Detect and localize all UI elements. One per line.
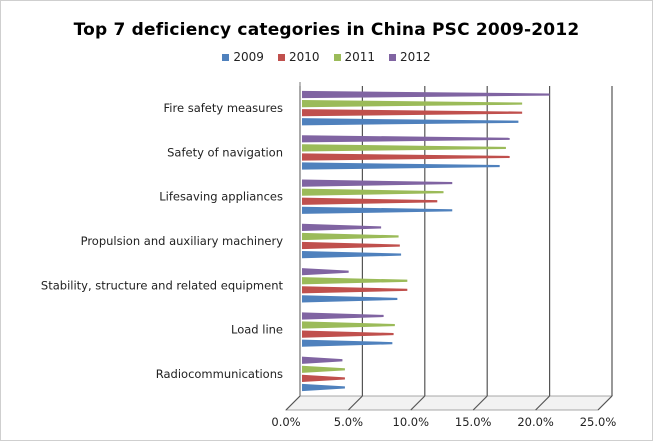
bar-2009-2 [302,206,453,214]
legend-label: 2012 [400,50,431,64]
legend-swatch [389,53,397,61]
bar-2010-6 [302,374,345,382]
bar-2010-1 [302,153,510,161]
bar-2010-0 [302,109,523,117]
bar-2011-3 [302,232,399,241]
bar-2011-0 [302,100,523,108]
legend-swatch [222,53,230,61]
gridline-depth [347,395,363,411]
x-tick-label: 20.0% [517,415,554,429]
bar-2012-0 [302,90,550,99]
x-tick-label: 0.0% [271,415,300,429]
category-label: Safety of navigation [167,145,283,159]
legend-label: 2009 [233,50,264,64]
gridline-depth [535,395,551,411]
legend-item-2009: 2009 [222,50,264,64]
bar-2009-3 [302,251,402,259]
bar-2009-1 [302,162,500,170]
gridline-depth [597,395,613,411]
bar-2011-5 [302,321,395,329]
bar-2010-4 [302,286,408,294]
legend-label: 2010 [288,50,320,64]
bar-2009-0 [302,118,519,126]
bar-2012-2 [302,179,453,187]
bar-2009-6 [302,383,345,392]
x-tick-label: 25.0% [580,415,617,429]
category-label: Load line [231,323,283,337]
bar-2012-6 [302,356,343,364]
category-label: Fire safety measures [164,101,283,115]
gridline-depth [472,395,488,411]
x-tick-label: 5.0% [334,415,363,429]
legend-item-2012: 2012 [389,50,431,64]
legend-swatch [277,53,285,61]
chart-legend: 2009 2010 2011 2012 [0,50,653,64]
bar-2009-4 [302,295,398,303]
bar-2011-6 [302,365,345,373]
bar-2012-4 [302,268,349,276]
category-label: Lifesaving appliances [159,190,283,204]
gridline-depth [285,395,301,411]
bar-2009-5 [302,339,393,347]
bar-2010-5 [302,330,394,338]
gridline-depth [410,395,426,411]
bar-2012-1 [302,135,510,143]
category-label: Radiocommunications [156,367,283,381]
bar-2011-1 [302,144,506,152]
legend-swatch [333,53,341,61]
bar-2012-5 [302,312,384,320]
chart-title: Top 7 deficiency categories in China PSC… [73,20,580,40]
legend-item-2010: 2010 [277,50,320,64]
bar-2010-3 [302,241,400,250]
category-label: Stability, structure and related equipme… [41,278,284,292]
bar-2012-3 [302,223,382,231]
bar-2011-4 [302,277,408,285]
x-tick-label: 15.0% [455,415,492,429]
chart-floor [285,395,613,411]
legend-label: 2011 [344,50,376,64]
legend-item-2011: 2011 [333,50,376,64]
x-tick-label: 10.0% [393,415,430,429]
category-label: Propulsion and auxiliary machinery [81,234,284,248]
bar-2010-2 [302,197,438,205]
bar-2011-2 [302,188,444,196]
